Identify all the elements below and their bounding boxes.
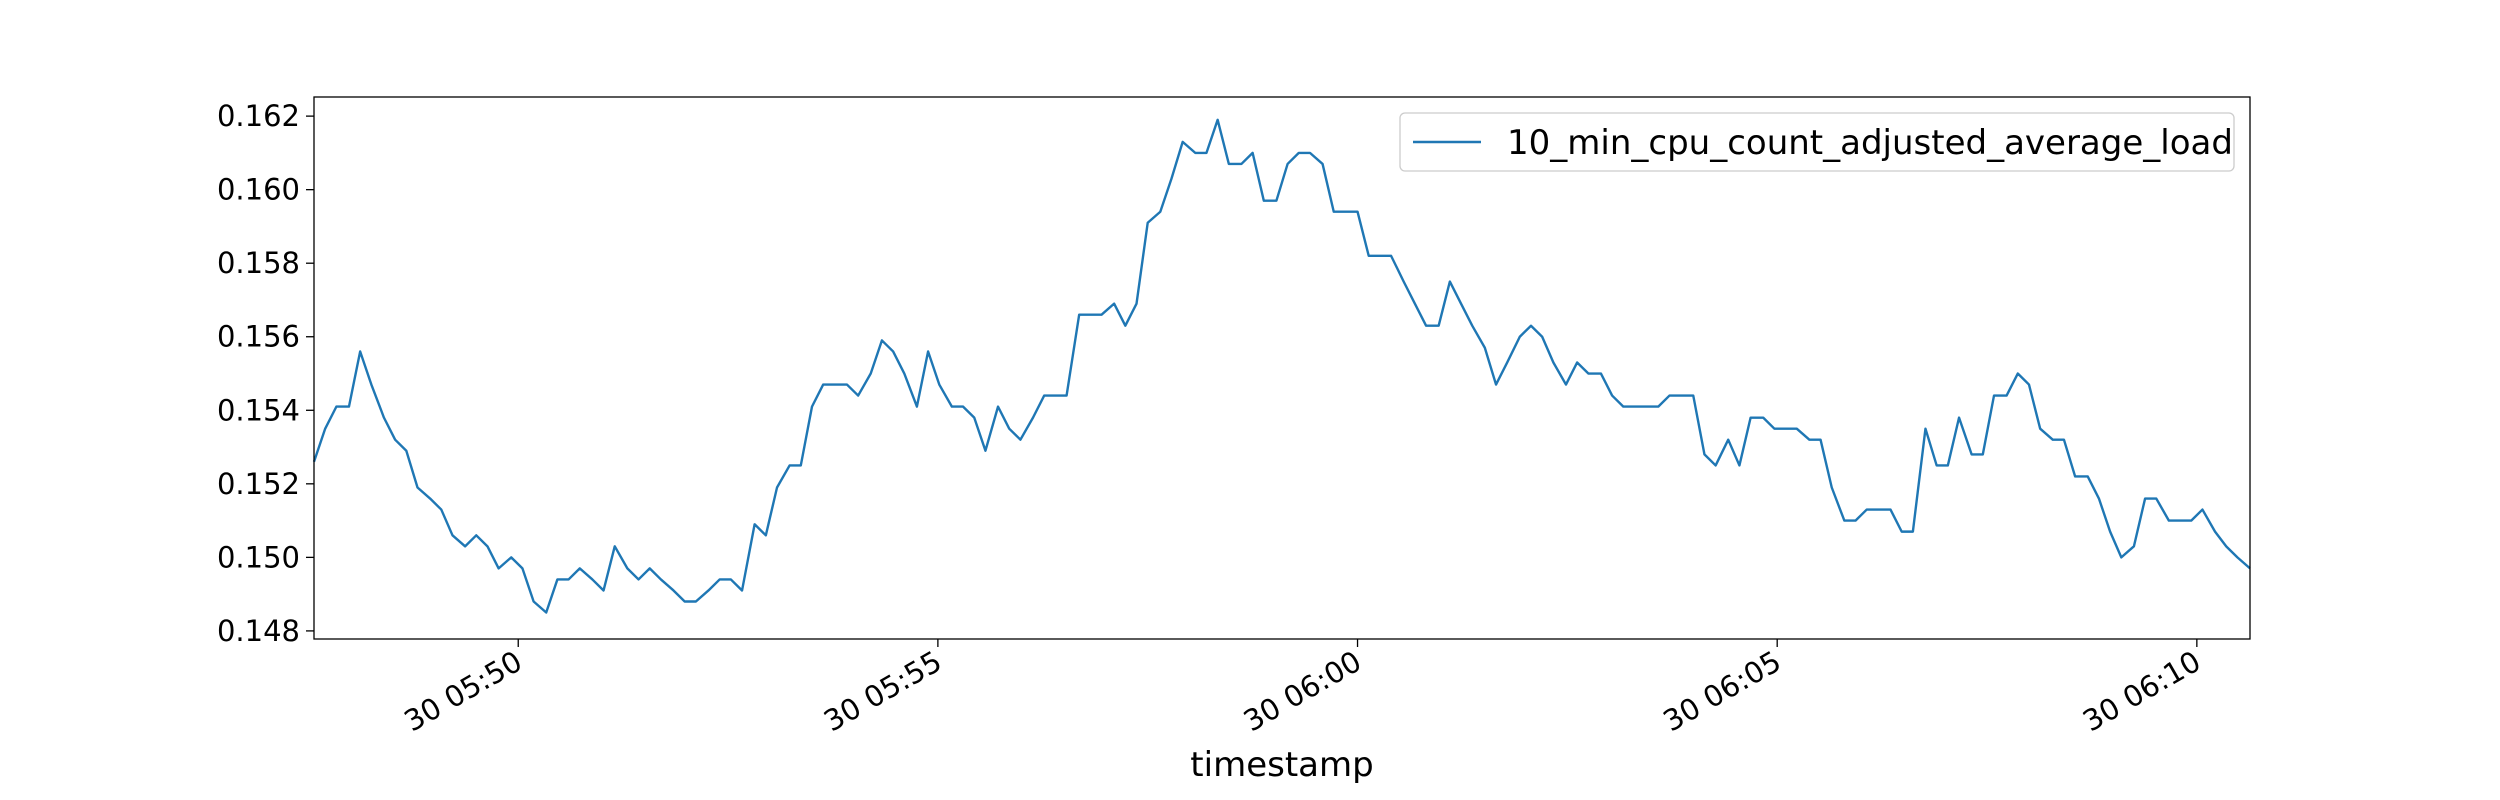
legend-label: 10_min_cpu_count_adjusted_average_load xyxy=(1507,123,2233,163)
y-tick-label: 0.160 xyxy=(217,173,300,207)
y-tick-label: 0.148 xyxy=(217,614,300,648)
x-axis-label: timestamp xyxy=(1190,745,1373,785)
y-tick-label: 0.158 xyxy=(217,246,300,280)
legend-box xyxy=(1399,112,2235,172)
plot-frame xyxy=(313,96,2251,640)
y-tick-label: 0.154 xyxy=(217,393,300,427)
legend: 10_min_cpu_count_adjusted_average_load xyxy=(1399,112,2235,172)
data-line xyxy=(312,118,2251,614)
y-tick-label: 0.156 xyxy=(217,320,300,354)
y-tick-label: 0.152 xyxy=(217,467,300,501)
y-tick-label: 0.150 xyxy=(217,540,300,574)
y-tick-label: 0.162 xyxy=(217,99,300,133)
